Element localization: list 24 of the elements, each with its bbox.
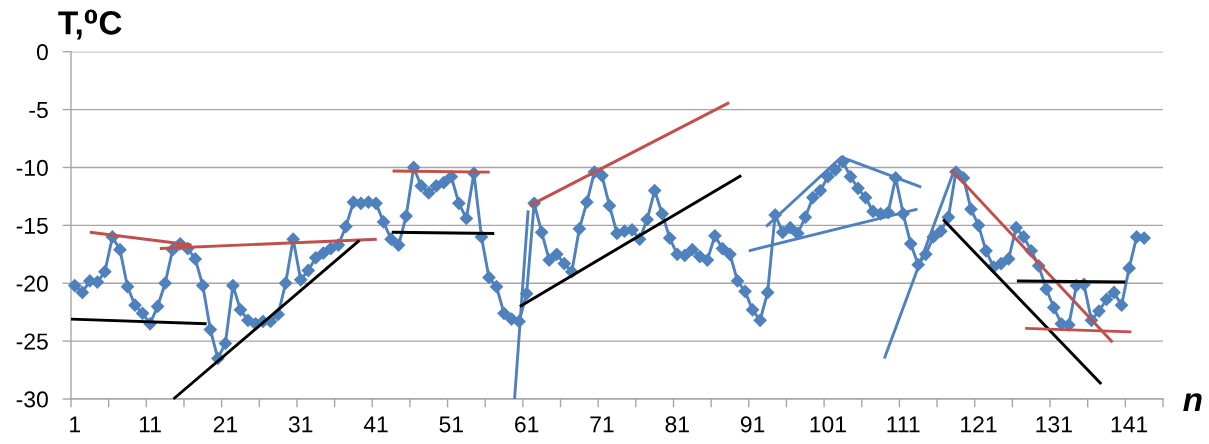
x-tick-label: 141 <box>1111 416 1148 433</box>
y-tick-label: -10 <box>16 159 48 176</box>
x-tick-label: 121 <box>961 416 997 433</box>
x-axis-title: n <box>1183 393 1202 412</box>
x-tick-label: 11 <box>139 416 161 433</box>
x-tick-label: 81 <box>665 416 689 433</box>
x-tick-label: 101 <box>810 416 846 433</box>
x-tick-label: 41 <box>363 416 388 433</box>
x-tick-label: 21 <box>213 416 238 433</box>
x-tick-label: 1 <box>70 416 81 433</box>
y-tick-label: -15 <box>16 217 48 234</box>
y-tick-label: -30 <box>16 391 48 408</box>
y-tick-label: -25 <box>16 333 48 350</box>
x-tick-label: 31 <box>288 416 313 433</box>
y-tick-label: 0 <box>36 44 48 61</box>
y-tick-label: -20 <box>16 275 48 292</box>
x-tick-label: 61 <box>515 416 539 433</box>
y-tick-label: -5 <box>29 102 48 119</box>
x-tick-label: 91 <box>740 416 765 433</box>
x-tick-label: 131 <box>1036 416 1072 433</box>
x-tick-label: 71 <box>590 416 614 433</box>
x-tick-label: 51 <box>439 416 463 433</box>
y-axis-title: T,⁰C <box>58 9 122 40</box>
x-tick-label: 111 <box>887 416 920 433</box>
